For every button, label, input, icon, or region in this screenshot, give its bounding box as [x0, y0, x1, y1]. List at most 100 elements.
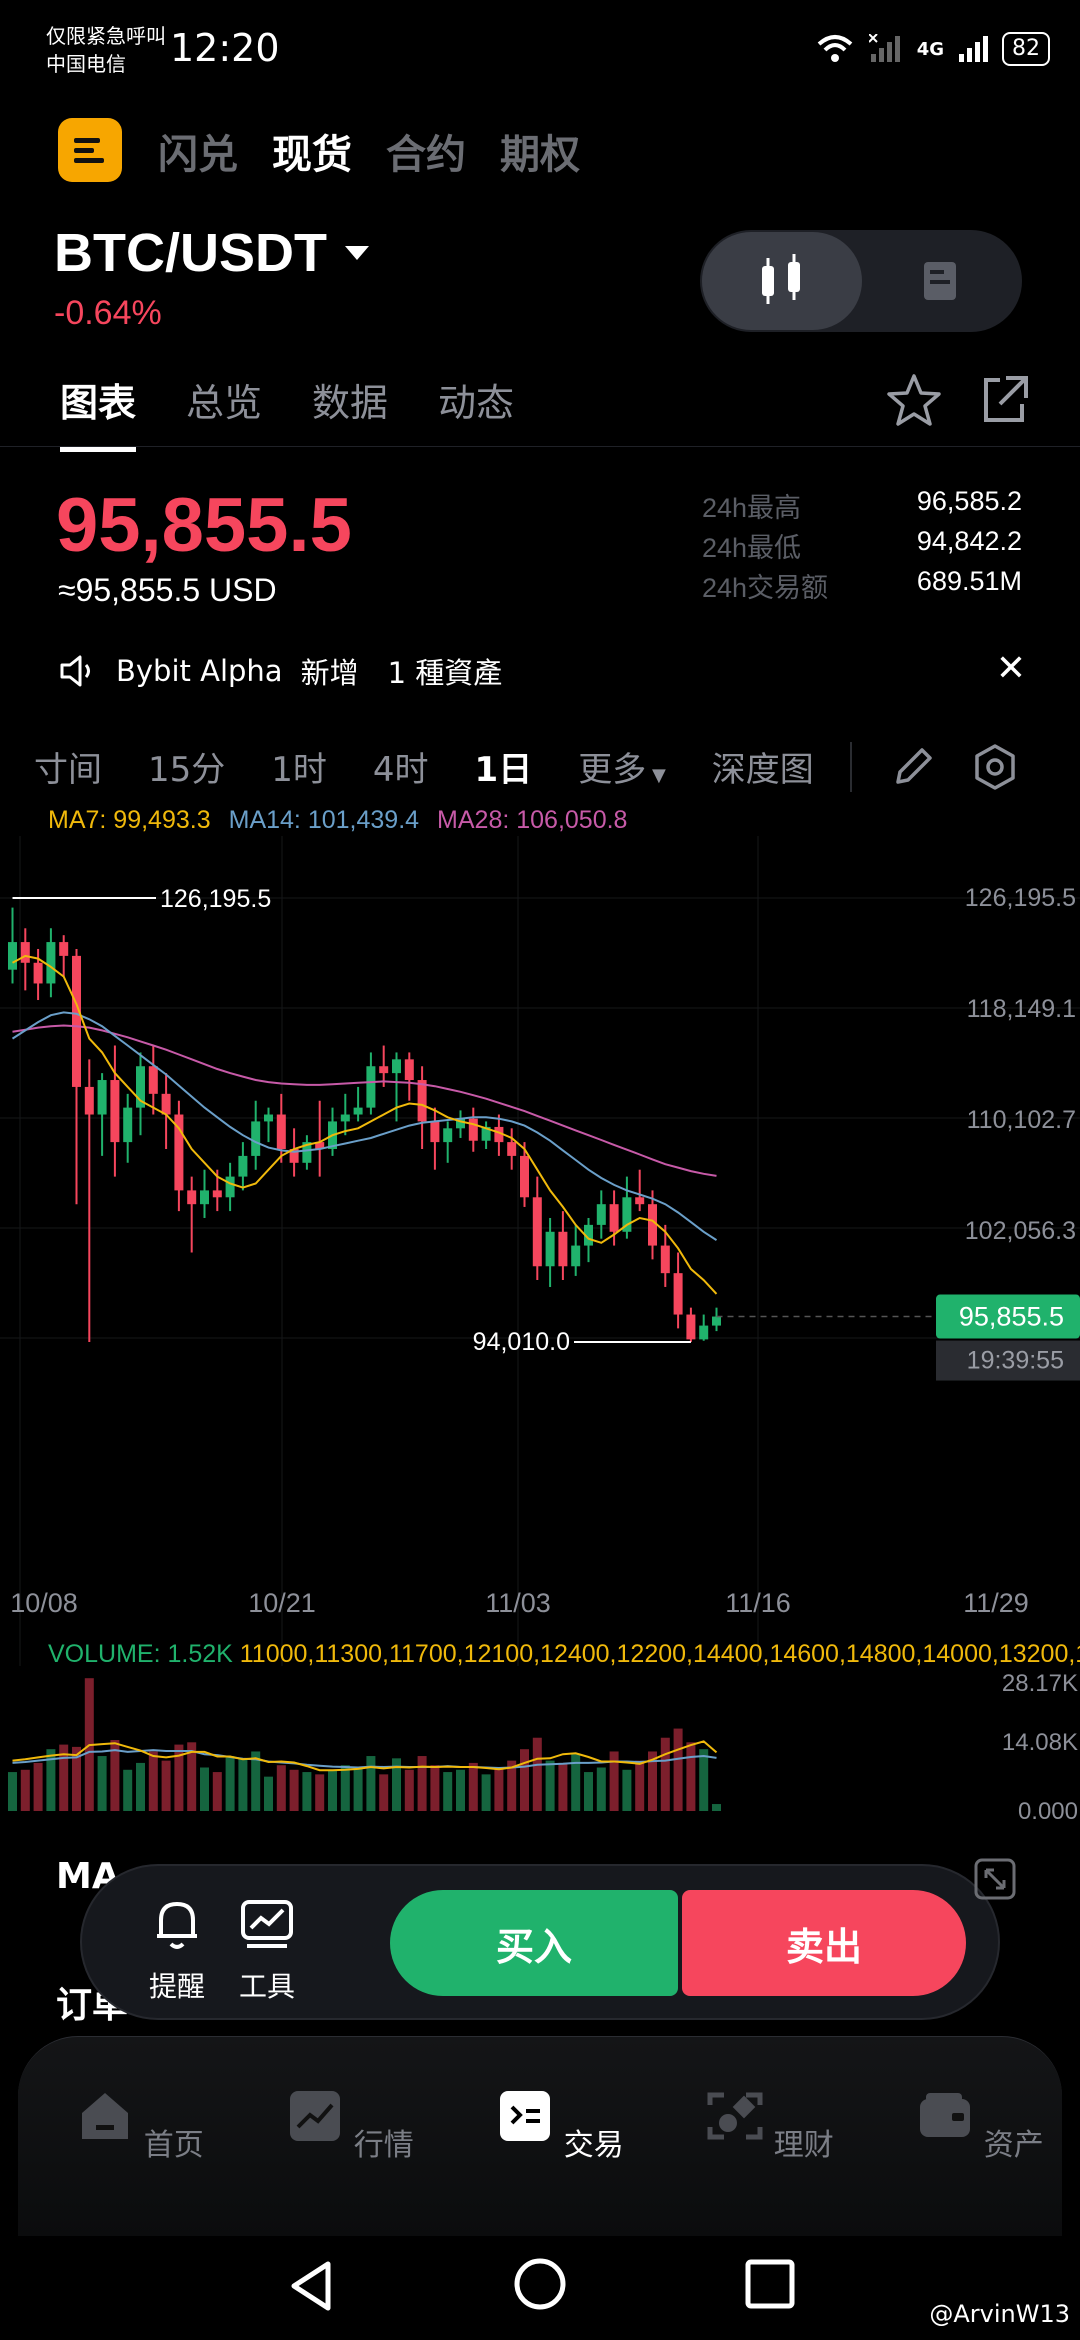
volume-bar	[33, 1762, 43, 1811]
candle	[481, 1121, 491, 1150]
home-circle-icon[interactable]	[512, 2256, 568, 2312]
share-icon[interactable]	[976, 372, 1032, 428]
tab-contract[interactable]: 合约	[386, 132, 466, 178]
pair-selector[interactable]: BTC/USDT	[54, 222, 369, 284]
tab-options[interactable]: 期权	[500, 132, 580, 178]
star-icon[interactable]	[884, 372, 944, 428]
expand-icon[interactable]	[972, 1856, 1018, 1902]
carrier-text: 中国电信	[46, 52, 126, 76]
ma-legend: MA7: 99,493.3 MA14: 101,439.4 MA28: 106,…	[48, 806, 627, 835]
price-chart[interactable]: 126,195.5 94,010.0 126,195.5 118,149.1 110,1…	[0, 836, 1080, 1836]
candle-body	[315, 1142, 325, 1150]
volume-bar	[712, 1804, 721, 1811]
logo-line	[74, 138, 100, 143]
nav-assets-label: 资产	[983, 2128, 1044, 2163]
candle	[33, 948, 43, 1001]
status-bar: 仅限紧急呼叫 中国电信 12:20 4G 82	[0, 0, 1080, 100]
volume-bar	[584, 1772, 593, 1811]
tab-data[interactable]: 数据	[312, 381, 389, 425]
y-tick-label: 118,149.1	[967, 995, 1076, 1023]
tab-overview[interactable]: 总览	[186, 381, 263, 425]
nav-home[interactable]: 首页	[70, 2087, 210, 2164]
tab-convert[interactable]: 闪兑	[158, 132, 238, 178]
orderbook-icon	[924, 262, 956, 300]
volume-bar	[8, 1772, 17, 1811]
view-toggle-orderbook[interactable]	[862, 232, 1020, 330]
candle	[148, 1045, 158, 1115]
tab-feed[interactable]: 动态	[438, 381, 515, 425]
view-toggle-chart[interactable]	[702, 232, 862, 330]
candle-body	[174, 1114, 184, 1191]
volume-bar	[212, 1772, 222, 1811]
interval-4h[interactable]: 4时	[372, 750, 429, 790]
detail-tabs: 图表 总览 数据 动态	[60, 372, 514, 452]
settings-icon[interactable]	[970, 742, 1020, 792]
ma7-line	[12, 954, 718, 1295]
candle	[123, 1093, 133, 1163]
volume-bar	[238, 1758, 248, 1811]
recents-icon[interactable]	[744, 2258, 796, 2310]
bell-icon	[157, 1902, 197, 1949]
chevron-down-icon	[344, 246, 369, 260]
interval-15m[interactable]: 15分	[148, 750, 226, 790]
candle-body	[596, 1204, 606, 1225]
nav-earn[interactable]: 理财	[700, 2087, 840, 2164]
bottom-nav: 首页 行情 交易 理财 资产	[18, 2036, 1062, 2236]
alert-button[interactable]: 提醒	[132, 1894, 222, 2005]
volume-bar	[494, 1767, 504, 1811]
stat-value: 94,842.2	[916, 526, 1022, 556]
stat-label: 24h最低	[702, 533, 802, 563]
candle	[187, 1176, 197, 1253]
countdown-label: 19:39:55	[967, 1347, 1064, 1375]
candle-body	[660, 1245, 670, 1274]
candle	[340, 1093, 350, 1136]
interval-more[interactable]: 更多 ▼	[578, 742, 666, 791]
y-tick-label: 126,195.5	[965, 884, 1076, 912]
pencil-icon[interactable]	[888, 742, 938, 792]
candle-body	[609, 1204, 619, 1232]
candle	[622, 1176, 632, 1239]
volume-bar	[699, 1749, 709, 1811]
nav-trade[interactable]: 交易	[490, 2087, 630, 2164]
nav-market[interactable]: 行情	[280, 2087, 420, 2164]
candle	[609, 1190, 619, 1246]
volume-bars	[8, 1678, 721, 1811]
back-icon[interactable]	[284, 2256, 338, 2316]
candle	[673, 1252, 683, 1329]
volume-bar	[200, 1767, 209, 1811]
close-icon[interactable]: ✕	[995, 648, 1026, 689]
candle	[174, 1100, 184, 1212]
announcement-banner[interactable]: Bybit Alpha 新增 1 種資產	[58, 650, 502, 692]
candle	[20, 928, 30, 991]
nav-assets[interactable]: 资产	[910, 2087, 1050, 2164]
trade-mode-tabs: 闪兑 现货 合约 期权	[158, 122, 580, 180]
tab-chart[interactable]: 图表	[60, 372, 137, 452]
candle	[443, 1121, 453, 1163]
stats-24h: 24h最高 96,585.2 24h最低 94,842.2 24h交易额 689.51…	[702, 486, 1022, 606]
tab-spot[interactable]: 现货	[272, 132, 352, 178]
volume-bar	[686, 1742, 696, 1811]
interval-time[interactable]: 寸间	[34, 750, 102, 790]
candle-body	[712, 1316, 721, 1326]
tools-chart-icon	[241, 1900, 293, 1948]
ma7-label: MA7: 99,493.3	[48, 806, 211, 834]
volume-bar	[443, 1772, 453, 1811]
candle-body	[46, 942, 56, 984]
interval-depth[interactable]: 深度图	[711, 750, 814, 790]
interval-1d[interactable]: 1日	[474, 750, 533, 790]
volume-bar	[97, 1756, 107, 1811]
sell-button[interactable]: 卖出	[682, 1890, 966, 1996]
volume-tick-label: 28.17K	[1002, 1670, 1078, 1697]
candle	[404, 1052, 414, 1101]
candle	[507, 1128, 517, 1170]
buy-button[interactable]: 买入	[390, 1890, 678, 1996]
volume-bar	[648, 1751, 657, 1811]
candle-body	[558, 1231, 568, 1267]
volume-bar	[123, 1769, 133, 1811]
interval-1h[interactable]: 1时	[271, 750, 327, 790]
app-menu-logo[interactable]	[58, 118, 122, 182]
candle	[379, 1045, 389, 1087]
earn-icon	[707, 2092, 763, 2140]
volume-bar	[673, 1728, 683, 1811]
tools-button[interactable]: 工具	[222, 1894, 312, 2005]
